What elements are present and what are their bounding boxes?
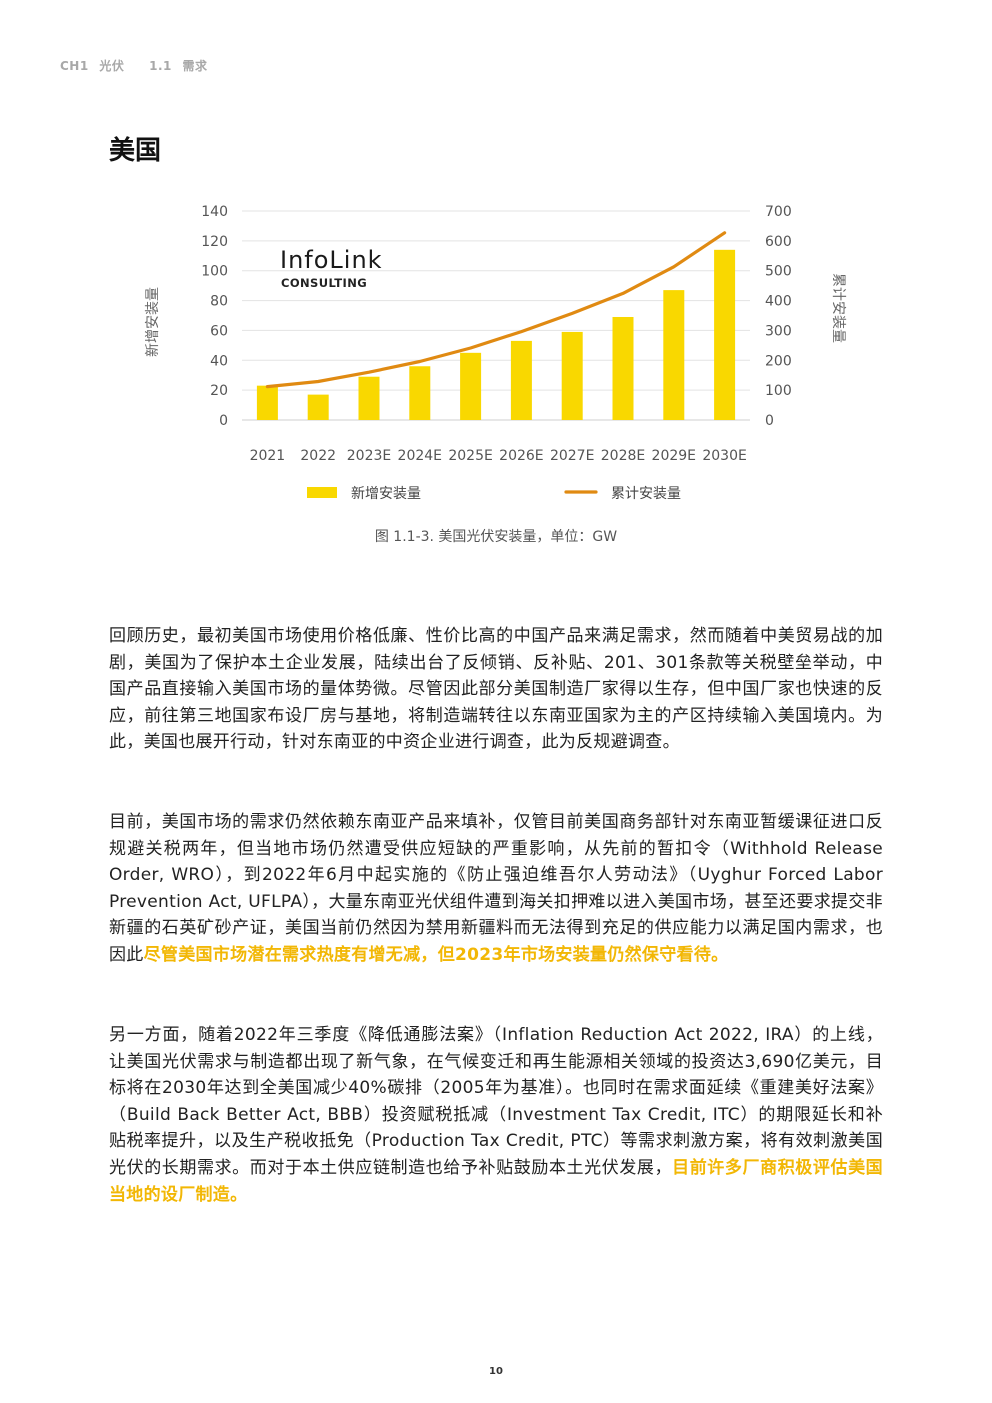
chapter-title: 光伏 [99, 59, 125, 73]
x-tick-label: 2025E [448, 448, 492, 464]
paragraph-history: 回顾历史，最初美国市场使用价格低廉、性价比高的中国产品来满足需求，然而随着中美贸… [109, 626, 883, 753]
paragraph-ira-highlight: 目前许多厂商积极评估美国当地的设厂制造。 [109, 1157, 883, 1205]
y-tick-label: 140 [201, 204, 228, 220]
x-tick-label: 2026E [499, 448, 543, 464]
x-tick-label: 2022 [300, 448, 336, 464]
y2-tick-label: 100 [765, 383, 792, 399]
y-tick-label: 120 [201, 234, 228, 250]
bar-2024E [409, 366, 431, 420]
bar-2025E [460, 352, 482, 420]
page-number: 10 [489, 1366, 503, 1377]
y-tick-label: 100 [201, 264, 228, 280]
x-tick-label: 2027E [550, 448, 594, 464]
paragraph-current-text: 目前，美国市场的需求仍然依赖东南亚产品来填补，仅管目前美国商务部针对东南亚暂缓课… [109, 812, 883, 965]
y2-tick-label: 0 [765, 413, 774, 429]
bar-2029E [663, 290, 685, 420]
x-axis-ticks: 2021 2022 2023E 2024E 2025E 2026E 2027E 2028E 20… [250, 448, 747, 464]
y2-tick-label: 600 [765, 234, 792, 250]
paragraph-current-highlight: 尽管美国市场潜在需求热度有增无减，但2023年市场安装量仍然保守看待。 [143, 944, 729, 965]
bar-2030E [714, 249, 736, 420]
legend-label-line: 累计安装量 [611, 486, 681, 502]
y-tick-label: 20 [210, 383, 228, 399]
x-tick-label: 2030E [702, 448, 746, 464]
right-axis-label: 累计安装量 [830, 273, 846, 343]
paragraph-ira: 另一方面，随着2022年三季度《降低通膨法案》（Inflation Reduct… [109, 1022, 883, 1208]
running-header: CH1 光伏 1.1 需求 [60, 57, 228, 74]
bar-2023E [358, 376, 380, 420]
bar-2022 [307, 394, 329, 420]
infolink-logo: InfoLink CONSULTING [280, 246, 383, 290]
y-tick-label: 40 [210, 353, 228, 369]
bar-2021 [256, 385, 278, 420]
section-title: 需求 [182, 59, 208, 73]
legend-label-bar: 新增安装量 [351, 486, 421, 502]
figure-caption: 图 1.1-3. 美国光伏安装量，单位：GW [374, 529, 618, 545]
chart-bars [256, 249, 736, 420]
y2-tick-label: 200 [765, 353, 792, 369]
x-tick-label: 2024E [398, 448, 442, 464]
chart-legend: 新增安装量 累计安装量 [307, 486, 681, 502]
x-tick-label: 2023E [347, 448, 391, 464]
bar-2028E [612, 316, 634, 420]
x-tick-label: 2028E [601, 448, 645, 464]
logo-text: InfoLink [280, 246, 383, 274]
bar-2026E [510, 340, 532, 420]
legend-swatch-bar [307, 487, 337, 498]
y2-tick-label: 300 [765, 323, 792, 339]
y-tick-label: 0 [219, 413, 228, 429]
bar-2027E [561, 331, 583, 420]
x-tick-label: 2021 [250, 448, 286, 464]
y-tick-label: 60 [210, 323, 228, 339]
y-tick-label: 80 [210, 294, 228, 310]
paragraph-ira-text: 另一方面，随着2022年三季度《降低通膨法案》（Inflation Reduct… [109, 1025, 883, 1178]
cumulative-line [265, 231, 727, 389]
chapter-number: CH1 [60, 59, 89, 73]
x-tick-label: 2029E [652, 448, 696, 464]
paragraph-current: 目前，美国市场的需求仍然依赖东南亚产品来填补，仅管目前美国商务部针对东南亚暂缓课… [109, 809, 883, 969]
left-axis-label: 新增安装量 [145, 287, 161, 357]
page-title: 美国 [109, 136, 162, 166]
section-number: 1.1 [149, 59, 172, 73]
left-axis-ticks: 140 120 100 80 60 40 20 0 [201, 204, 228, 429]
right-axis-ticks: 700 600 500 400 300 200 100 0 [765, 204, 792, 429]
y2-tick-label: 500 [765, 264, 792, 280]
y2-tick-label: 700 [765, 204, 792, 220]
logo-subtext: CONSULTING [281, 276, 367, 290]
y2-tick-label: 400 [765, 294, 792, 310]
